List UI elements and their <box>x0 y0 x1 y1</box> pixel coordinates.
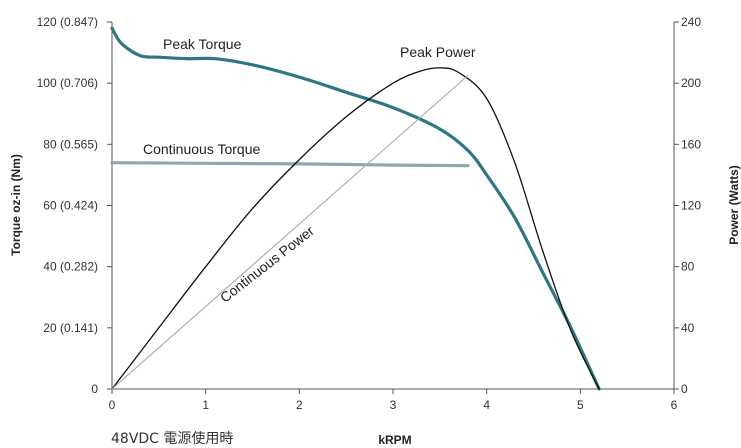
continuous-power-line <box>111 74 469 390</box>
continuous-power-label: Continuous Power <box>217 222 317 305</box>
peak-power-label: Peak Power <box>400 44 476 60</box>
y-left-tick-label: 120 (0.847) <box>37 15 98 29</box>
peak-torque-line <box>110 26 601 391</box>
y-left-tick-label: 20 (0.141) <box>43 321 98 335</box>
labels-layer: Peak Torque Continuous Torque Peak Power Co… <box>143 36 476 306</box>
y-right-tick-label: 40 <box>681 321 695 335</box>
x-tick-label: 1 <box>202 398 209 412</box>
x-tick-label: 6 <box>671 398 678 412</box>
y-right-tick-label: 200 <box>681 76 701 90</box>
x-tick-label: 2 <box>296 398 303 412</box>
x-axis-title: kRPM <box>378 433 411 447</box>
y-right-tick-label: 0 <box>681 382 688 396</box>
continuous-torque-line <box>110 161 470 168</box>
y-axis-left-title: Torque oz-in (Nm) <box>9 154 23 256</box>
y-right-tick-label: 240 <box>681 15 701 29</box>
x-tick-label: 4 <box>483 398 490 412</box>
x-tick-label: 3 <box>390 398 397 412</box>
y-left-tick-label: 80 (0.565) <box>43 137 98 151</box>
footnote: 48VDC 電源使用時 <box>111 430 233 447</box>
series-layer <box>110 26 601 391</box>
y-left-tick-label: 100 (0.706) <box>37 76 98 90</box>
peak-torque-label: Peak Torque <box>163 36 242 52</box>
y-left-tick-label: 40 (0.282) <box>43 260 98 274</box>
peak-power-line <box>111 67 600 390</box>
y-right-tick-label: 160 <box>681 137 701 151</box>
y-right-tick-label: 80 <box>681 260 695 274</box>
continuous-torque-label: Continuous Torque <box>143 141 260 157</box>
y-left-tick-label: 60 (0.424) <box>43 199 98 213</box>
x-tick-label: 5 <box>577 398 584 412</box>
y-left-tick-label: 0 <box>91 382 98 396</box>
y-right-tick-label: 120 <box>681 199 701 213</box>
x-tick-label: 0 <box>109 398 116 412</box>
y-axis-right-title: Power (Watts) <box>727 165 741 245</box>
